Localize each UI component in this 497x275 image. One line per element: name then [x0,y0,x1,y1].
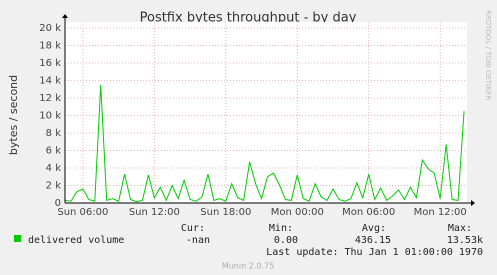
summary-header: Cur: [181,223,205,234]
y-tick-label: 6 k [46,146,62,157]
x-tick-label: Mon 12:00 [414,207,467,218]
data-line [64,84,465,203]
footer: Munin 2.0.75 [222,262,274,271]
axis-arrow [471,200,475,206]
x-tick-label: Sun 18:00 [200,207,251,218]
x-tick-label: Mon 00:00 [271,207,324,218]
y-tick-label: 16 k [39,58,61,69]
y-tick-label: 18 k [39,41,61,52]
y-tick-label: 4 k [46,163,62,174]
y-tick-label: 12 k [39,93,61,104]
y-tick-label: 10 k [39,111,61,122]
y-tick-label: 0 [55,198,61,209]
axis-arrow [62,14,68,18]
plot-area [65,22,467,203]
y-tick-label: 8 k [46,128,62,139]
y-axis-label: bytes / second [7,75,20,155]
watermark: RRDTOOL / TOBI OETIKER [484,10,492,100]
x-tick-label: Sun 12:00 [129,207,180,218]
y-tick-label: 14 k [39,76,61,87]
summary-header: Max: [448,223,472,234]
summary-value: 0.00 [274,235,298,246]
chart-title: Postfix bytes throughput - by day [140,11,357,26]
y-tick-label: 20 k [39,23,61,34]
last-update: Last update: Thu Jan 1 01:00:00 1970 [266,247,483,258]
summary-header: Min: [269,223,293,234]
x-tick-label: Sun 06:00 [57,207,108,218]
summary-value: -nan [186,235,210,246]
legend-swatch [14,235,21,242]
summary-value: 436.15 [355,235,391,246]
summary-value: 13.53k [447,235,483,246]
x-tick-label: Mon 06:00 [342,207,395,218]
legend-label: delivered volume [28,235,124,246]
y-tick-label: 2 k [46,181,62,192]
summary-header: Avg: [362,223,386,234]
